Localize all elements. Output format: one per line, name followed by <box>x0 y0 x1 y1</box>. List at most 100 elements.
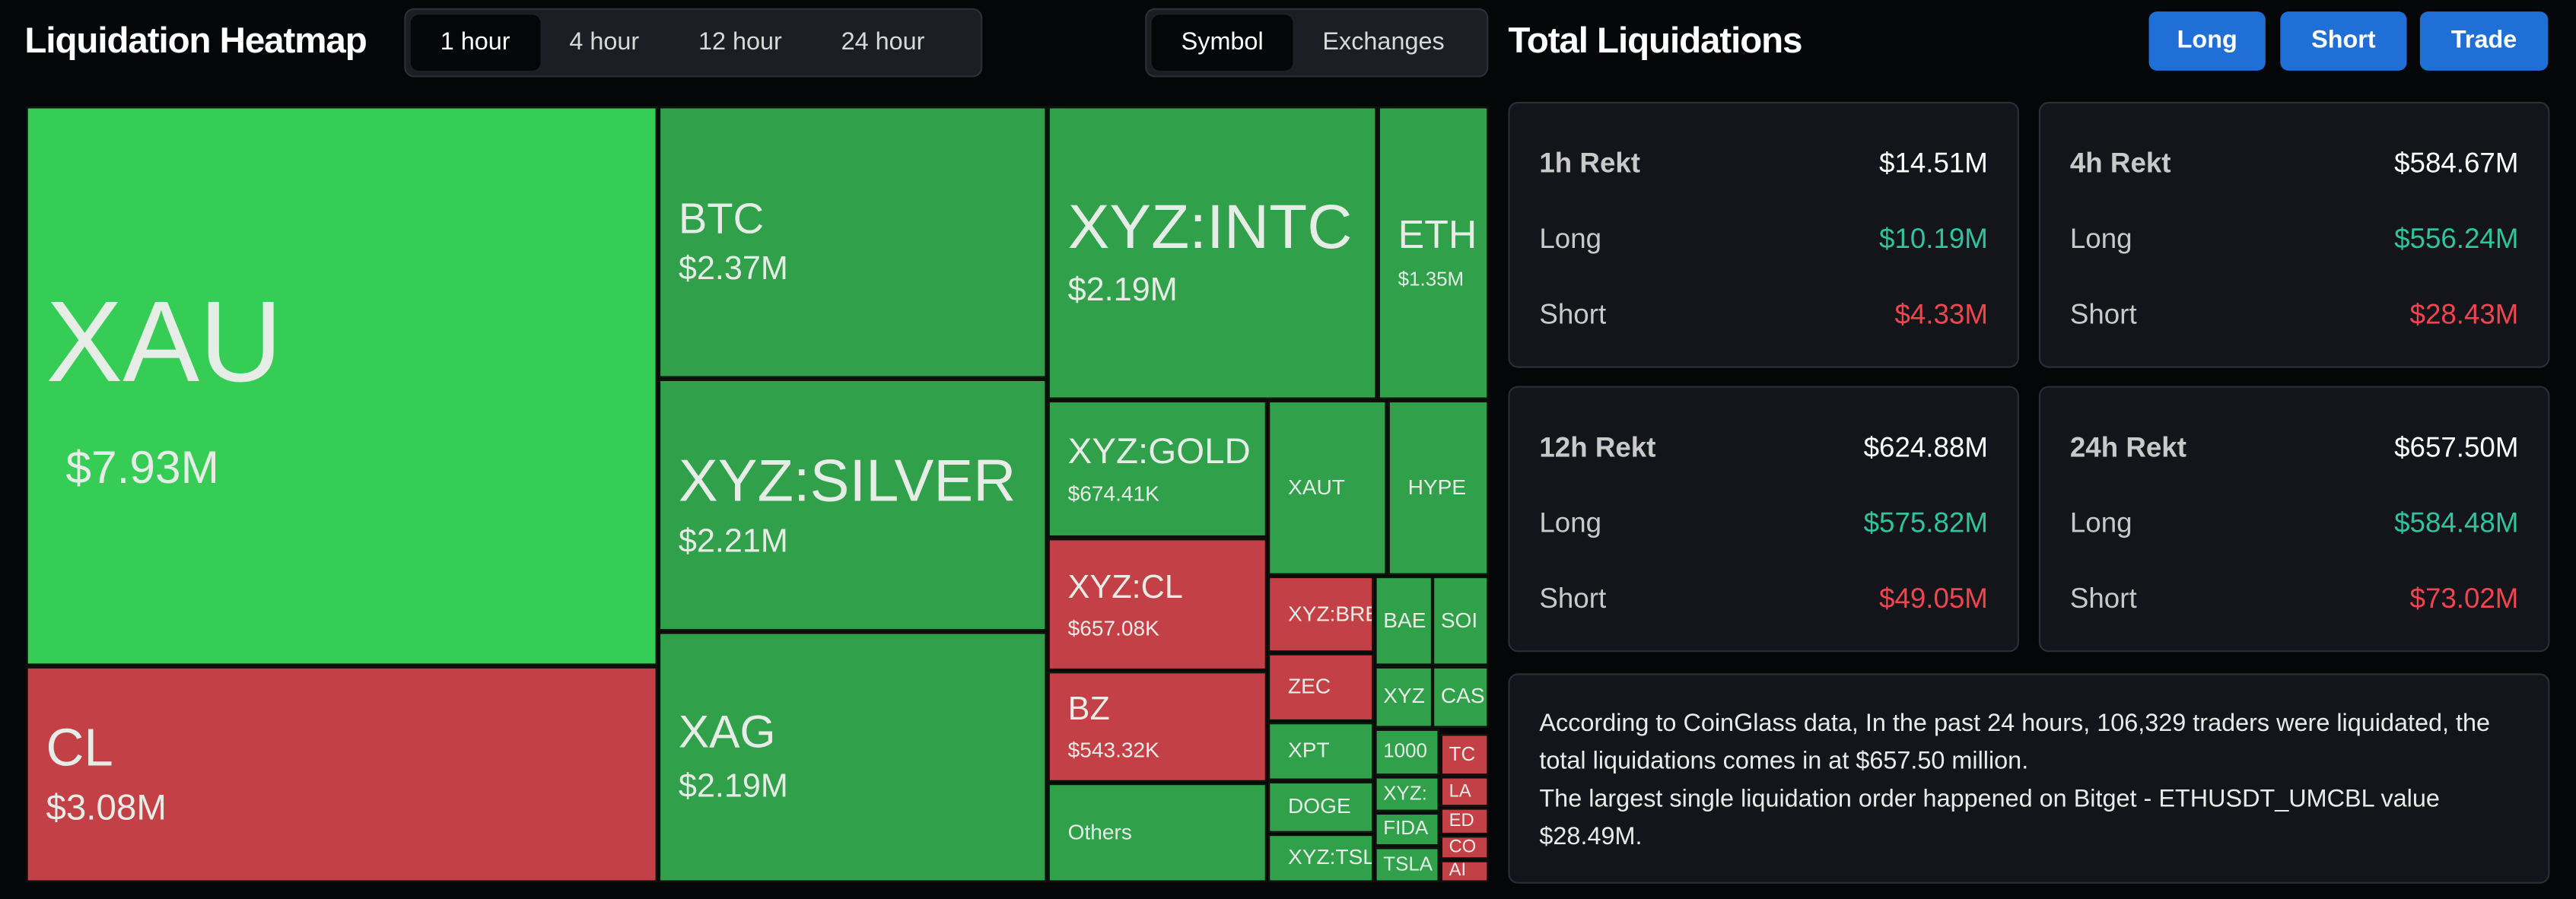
tile-label: ZEC <box>1288 674 1331 699</box>
tile-value: $2.19M <box>678 768 788 805</box>
tile-label: BAE <box>1383 607 1426 633</box>
tile[interactable]: XYZ: <box>1375 777 1439 812</box>
tile[interactable]: SOI <box>1433 576 1489 666</box>
tile-value: $2.37M <box>678 252 788 288</box>
tile-label: XYZ:CL <box>1067 569 1183 605</box>
tile[interactable]: CO <box>1440 836 1489 859</box>
tile[interactable]: DOGE <box>1268 781 1374 833</box>
tile-label: XAU <box>46 276 283 405</box>
card-row: Short $4.33M <box>1539 299 1988 332</box>
tile[interactable]: XAUT <box>1268 400 1387 575</box>
time-tab[interactable]: 24 hour <box>841 27 925 56</box>
tile-value: $2.21M <box>678 523 788 560</box>
tile-label: ED <box>1449 811 1474 831</box>
tile-label: XAUT <box>1288 474 1345 500</box>
tile-label: FIDA <box>1383 817 1429 840</box>
row-value: $4.33M <box>1894 299 1988 331</box>
card-total: $657.50M <box>2394 431 2519 463</box>
tile-label: DOGE <box>1288 793 1351 819</box>
row-label: Short <box>1539 299 1607 331</box>
tile-label: XYZ:SILVER <box>678 446 1016 515</box>
tile[interactable]: XAU $7.93M <box>26 106 657 666</box>
tile[interactable]: XYZ:CL $657.08K <box>1048 538 1267 671</box>
view-tab[interactable]: Exchanges <box>1322 27 1445 56</box>
row-label: Short <box>2069 583 2137 615</box>
row-label: Long <box>1539 507 1602 539</box>
time-tabs: 1 hour 4 hour 12 hour 24 hour <box>404 8 983 78</box>
action-button[interactable]: Short <box>2280 11 2407 71</box>
tile-value: $2.19M <box>1067 273 1178 310</box>
action-button[interactable]: Long <box>2148 11 2266 71</box>
tile[interactable]: XYZ:TSL <box>1268 834 1374 882</box>
tile[interactable]: HYPE <box>1388 400 1489 575</box>
tile[interactable]: BTC $2.37M <box>658 106 1047 378</box>
tile-label: SOI <box>1440 607 1478 633</box>
tile-label: XYZ: <box>1383 781 1427 805</box>
tile-label: XYZ:INTC <box>1067 192 1353 262</box>
time-tab[interactable]: 12 hour <box>698 27 782 56</box>
tile-label: CL <box>46 717 113 777</box>
tile[interactable]: FIDA <box>1375 812 1439 847</box>
card-header: 24h Rekt $657.50M <box>2070 432 2519 465</box>
card-total: $584.67M <box>2394 148 2519 179</box>
card-row: Short $73.02M <box>2070 583 2519 616</box>
info-text: According to CoinGlass data, In the past… <box>1539 709 2491 776</box>
card-row: Short $49.05M <box>1539 583 1988 616</box>
tile[interactable]: XAG $2.19M <box>658 632 1047 882</box>
tile[interactable]: XYZ:INTC $2.19M <box>1048 106 1377 399</box>
tile[interactable]: CL $3.08M <box>26 666 657 882</box>
row-value: $10.19M <box>1879 223 1988 255</box>
info-box: According to CoinGlass data, In the past… <box>1508 673 2550 884</box>
tile-label: XAG <box>678 706 776 758</box>
tile[interactable]: ZEC <box>1268 653 1374 721</box>
tile[interactable]: BZ $543.32K <box>1048 672 1267 782</box>
tile[interactable]: AI <box>1440 860 1489 882</box>
row-label: Long <box>2069 223 2132 255</box>
tile[interactable]: XYZ <box>1375 666 1433 728</box>
tile-label: CAS <box>1440 684 1485 709</box>
row-label: Short <box>2069 299 2137 331</box>
tile[interactable]: TSLA <box>1375 847 1439 882</box>
tile[interactable]: TC <box>1440 734 1489 776</box>
rekt-card: 12h Rekt $624.88M Long $575.82M Short $49.05M <box>1508 386 2019 653</box>
tile[interactable]: BAE <box>1375 576 1433 666</box>
tile[interactable]: ED <box>1440 808 1489 834</box>
tile-label: HYPE <box>1407 474 1467 500</box>
tile-label: CO <box>1449 837 1477 858</box>
rekt-card: 4h Rekt $584.67M Long $556.24M Short $28.43M <box>2038 101 2550 368</box>
tile-label: XPT <box>1288 738 1330 763</box>
tile-label: XYZ <box>1383 684 1425 709</box>
tile-value: $7.93M <box>65 440 220 492</box>
tile-label: LA <box>1449 781 1471 802</box>
time-tab[interactable]: 4 hour <box>569 27 640 56</box>
tile-label: BZ <box>1067 691 1110 728</box>
tile[interactable]: XYZ:GOLD $674.41K <box>1048 400 1267 538</box>
row-label: Short <box>1539 583 1607 615</box>
card-row: Short $28.43M <box>2070 299 2519 332</box>
tile[interactable]: Others <box>1048 783 1267 882</box>
row-value: $28.43M <box>2409 299 2519 331</box>
tile[interactable]: 1000 <box>1375 729 1439 776</box>
tile-label: ETH <box>1398 213 1477 258</box>
rekt-card: 1h Rekt $14.51M Long $10.19M Short $4.33M <box>1508 101 2019 368</box>
tile[interactable]: CAS <box>1433 666 1489 728</box>
view-tab[interactable]: Symbol <box>1151 14 1293 71</box>
card-row: Long $10.19M <box>1539 224 1988 256</box>
action-button[interactable]: Trade <box>2419 11 2549 71</box>
tile[interactable]: XYZ:BRE <box>1268 576 1374 653</box>
tile[interactable]: XYZ:SILVER $2.21M <box>658 379 1047 631</box>
tile-label: XYZ:GOLD <box>1067 430 1251 472</box>
row-value: $575.82M <box>1863 507 1988 539</box>
tile-label: XYZ:BRE <box>1288 601 1374 626</box>
card-title: 4h Rekt <box>2069 148 2171 179</box>
tile[interactable]: LA <box>1440 777 1489 807</box>
time-tab[interactable]: 1 hour <box>410 14 540 71</box>
tile[interactable]: ETH $1.35M <box>1378 106 1489 399</box>
tile-label: TC <box>1449 742 1476 766</box>
tile-label: BTC <box>678 193 765 243</box>
rekt-card: 24h Rekt $657.50M Long $584.48M Short $73.02M <box>2038 386 2550 653</box>
tile[interactable]: XPT <box>1268 723 1374 780</box>
tile-label: 1000 <box>1383 739 1427 763</box>
